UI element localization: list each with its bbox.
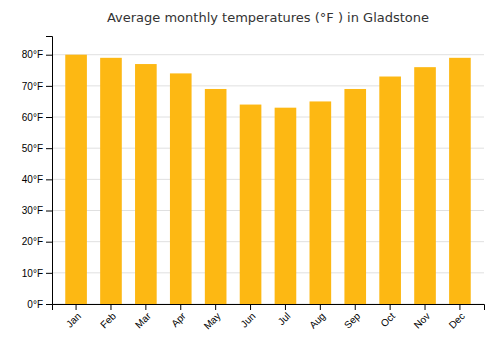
x-tick: Jul (276, 304, 293, 327)
x-tick-mark (390, 304, 391, 310)
bar (205, 89, 227, 304)
x-tick-mark (215, 304, 216, 310)
y-tick-mark (46, 55, 52, 56)
y-tick: 60°F (22, 112, 52, 123)
x-tick-mark (76, 304, 77, 310)
x-tick: Apr (169, 304, 188, 329)
y-tick-label: 20°F (22, 236, 43, 247)
x-tick-label: Mar (133, 310, 153, 330)
y-tick-label: 10°F (22, 268, 43, 279)
y-tick-mark (46, 117, 52, 118)
y-tick-label: 80°F (22, 49, 43, 60)
y-tick: 40°F (22, 174, 52, 185)
y-tick: 50°F (22, 143, 52, 154)
bar (414, 67, 436, 304)
x-tick-mark (250, 304, 251, 310)
x-tick-mark (110, 304, 111, 310)
y-tick-label: 60°F (22, 112, 43, 123)
x-tick: May (202, 304, 223, 332)
x-tick-label: Dec (447, 310, 467, 330)
y-tick-label: 50°F (22, 143, 43, 154)
x-axis: Jan Feb Mar Apr May Jun Jul Aug Sep Oct Nov Dec (53, 304, 485, 332)
x-tick: Jun (238, 304, 257, 330)
y-tick-label: 70°F (22, 81, 43, 92)
y-tick: 20°F (22, 236, 52, 247)
x-tick-label: Jul (276, 310, 293, 327)
x-tick-label: May (202, 310, 223, 331)
x-tick: Jan (64, 304, 83, 330)
y-axis: 0°F 10°F 20°F 30°F 40°F 50°F 60°F 70°F 80°F (22, 37, 53, 310)
x-tick-label: Sep (342, 310, 363, 331)
x-tick: Oct (378, 304, 397, 329)
x-tick: Dec (447, 304, 467, 331)
plot-area (65, 55, 470, 304)
x-tick: Feb (98, 304, 118, 330)
bar (170, 73, 192, 304)
y-axis-line (46, 37, 53, 305)
title: Average monthly temperatures (°F ) in Gl… (107, 10, 429, 25)
x-tick-label: Oct (378, 310, 397, 329)
x-tick-label: Jun (238, 310, 257, 329)
bar (379, 77, 401, 304)
y-tick: 10°F (22, 268, 52, 279)
x-tick-mark (355, 304, 356, 310)
bar (275, 108, 297, 304)
bar (449, 58, 471, 304)
x-tick-mark (145, 304, 146, 310)
x-tick-label: Nov (412, 310, 432, 330)
y-tick-label: 30°F (22, 205, 43, 216)
y-tick: 80°F (22, 49, 52, 60)
y-tick-mark (46, 211, 52, 212)
y-tick: 30°F (22, 205, 52, 216)
x-tick-mark (285, 304, 286, 310)
x-tick-mark (320, 304, 321, 310)
x-tick-mark (459, 304, 460, 310)
grid-line (52, 54, 484, 55)
x-tick: Mar (133, 304, 153, 330)
bar (240, 105, 262, 304)
x-tick: Sep (342, 304, 363, 331)
x-tick-mark (180, 304, 181, 310)
x-tick-mark (425, 304, 426, 310)
chart: 0°F 10°F 20°F 30°F 40°F 50°F 60°F 70°F 80°F Jan Fe… (0, 0, 500, 350)
bar (310, 101, 332, 304)
x-tick-label: Aug (307, 310, 327, 330)
y-tick: 0°F (27, 299, 52, 310)
y-tick: 70°F (22, 81, 52, 92)
y-tick-mark (46, 242, 52, 243)
bar (65, 55, 87, 304)
y-tick-label: 0°F (27, 299, 43, 310)
x-tick: Aug (307, 304, 327, 331)
bar (100, 58, 122, 304)
bar (344, 89, 366, 304)
bar (135, 64, 157, 304)
grid (52, 55, 484, 304)
x-tick-label: Jan (64, 310, 83, 329)
y-tick-mark (46, 86, 52, 87)
x-tick-label: Feb (98, 310, 118, 330)
x-axis-line (53, 305, 485, 311)
y-tick-mark (46, 304, 52, 305)
y-tick-mark (46, 273, 52, 274)
y-tick-mark (46, 179, 52, 180)
x-tick: Nov (412, 304, 432, 331)
y-tick-label: 40°F (22, 174, 43, 185)
y-tick-mark (46, 148, 52, 149)
x-tick-label: Apr (169, 310, 188, 329)
